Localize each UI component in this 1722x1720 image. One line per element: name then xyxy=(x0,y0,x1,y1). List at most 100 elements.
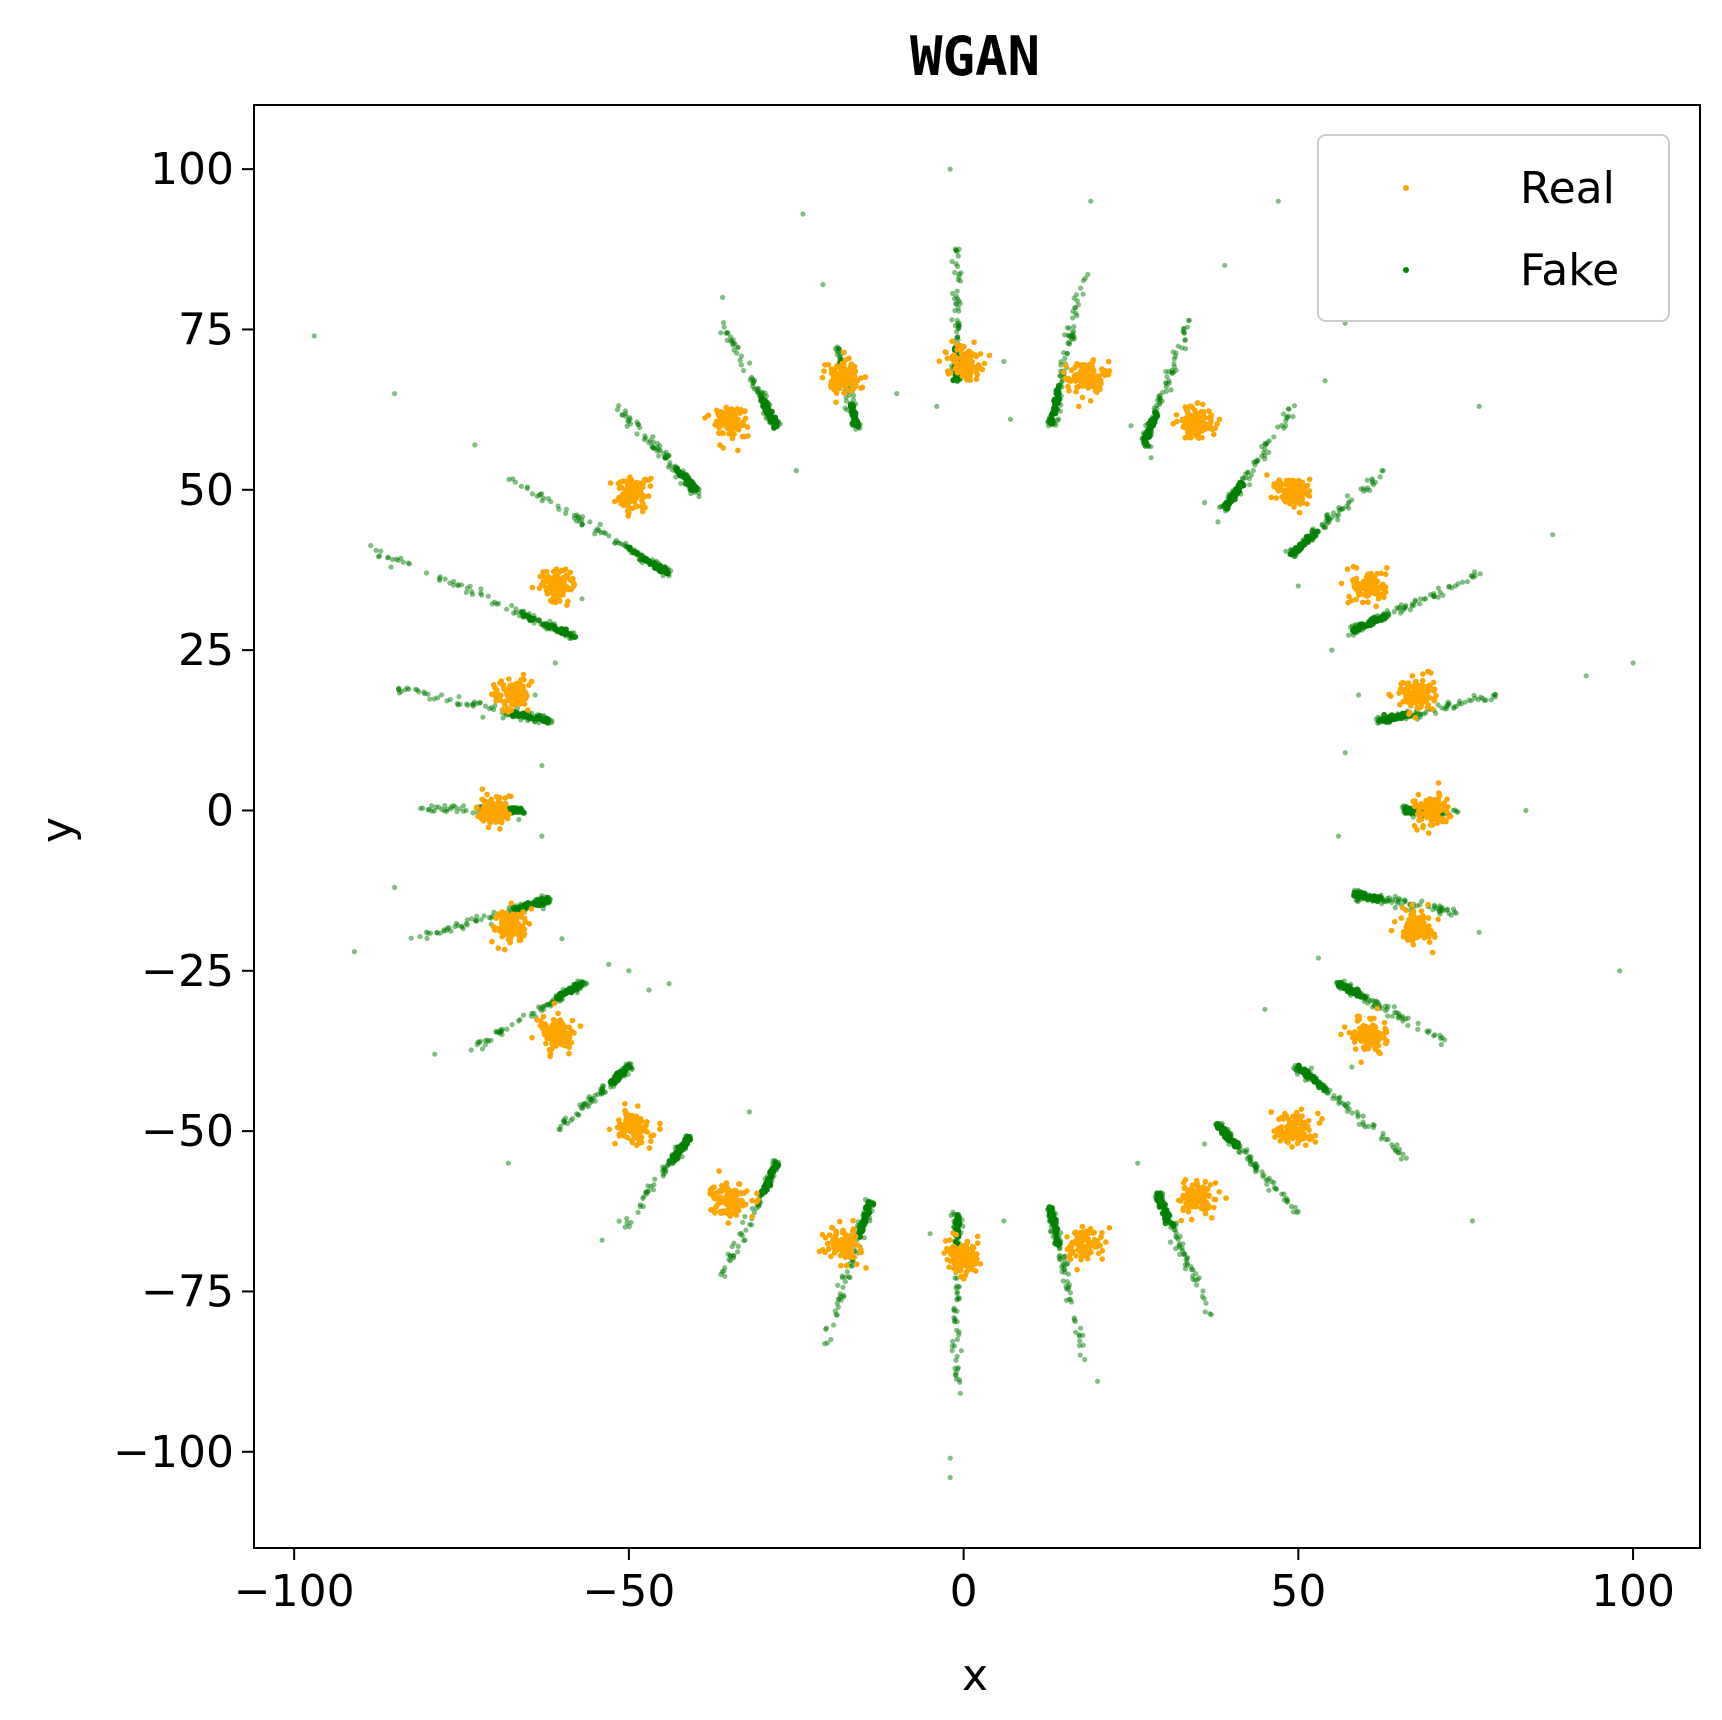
fake-point xyxy=(1266,449,1272,455)
real-point xyxy=(1412,689,1418,695)
real-point xyxy=(1297,501,1303,507)
real-point xyxy=(742,415,749,422)
fake-point xyxy=(460,803,467,809)
fake-point xyxy=(1207,1311,1213,1317)
real-point xyxy=(1062,376,1069,382)
fake-point xyxy=(1345,1100,1351,1107)
fake-point xyxy=(373,547,379,554)
real-point xyxy=(1415,791,1422,798)
fake-point xyxy=(1295,1062,1302,1069)
real-point xyxy=(1365,592,1372,599)
fake-point xyxy=(1260,1173,1266,1179)
fake-point xyxy=(1283,418,1289,424)
fake-point xyxy=(1385,898,1391,904)
fake-point xyxy=(834,348,840,354)
fake-point xyxy=(741,1237,747,1244)
fake-point xyxy=(572,633,579,640)
fake-point xyxy=(1483,697,1489,703)
fake-point xyxy=(720,320,727,326)
real-point xyxy=(640,480,647,487)
real-point xyxy=(702,415,708,421)
fake-point xyxy=(1224,499,1231,506)
fake-point xyxy=(828,1336,834,1343)
fake-point xyxy=(661,1166,668,1172)
fake-point xyxy=(1381,717,1388,724)
fake-point xyxy=(1055,416,1062,422)
fake-outlier-point xyxy=(539,763,545,769)
fake-point xyxy=(1310,532,1317,539)
fake-point xyxy=(953,261,959,267)
real-point xyxy=(1353,596,1359,603)
real-point xyxy=(842,377,849,383)
fake-point xyxy=(645,1188,651,1194)
fake-streak xyxy=(1212,1120,1301,1216)
fake-point xyxy=(424,570,430,576)
real-point xyxy=(569,586,575,592)
fake-point xyxy=(1364,477,1370,483)
fake-outlier-point xyxy=(351,949,357,955)
fake-point xyxy=(738,362,744,368)
plot-frame xyxy=(253,104,1701,1549)
fake-point xyxy=(1369,477,1376,484)
fake-point xyxy=(504,606,510,612)
fake-point xyxy=(955,253,961,259)
real-point xyxy=(1296,509,1303,516)
fake-point xyxy=(1163,388,1169,394)
fake-point xyxy=(523,713,530,720)
real-point xyxy=(1415,705,1421,712)
real-point xyxy=(953,358,960,364)
fake-outlier-point xyxy=(1329,647,1335,653)
fake-point xyxy=(759,389,765,395)
real-point xyxy=(1397,686,1404,692)
fake-point xyxy=(1184,1260,1190,1266)
fake-point xyxy=(1296,541,1303,548)
fake-point xyxy=(1285,406,1291,412)
real-point xyxy=(611,498,618,505)
fake-point xyxy=(1078,1325,1084,1331)
fake-point xyxy=(1438,1041,1444,1048)
real-point xyxy=(558,580,565,587)
fake-point xyxy=(854,418,861,425)
fake-point xyxy=(1290,414,1296,420)
fake-point xyxy=(645,1183,651,1189)
real-point xyxy=(1100,370,1106,377)
real-point xyxy=(1419,804,1426,810)
fake-point xyxy=(696,493,702,500)
fake-streak xyxy=(368,542,579,642)
fake-point xyxy=(1319,522,1325,528)
fake-point xyxy=(1053,390,1060,397)
fake-point xyxy=(479,592,485,598)
fake-point xyxy=(651,1182,657,1188)
fake-point xyxy=(650,1187,657,1193)
fake-point xyxy=(650,444,656,451)
real-point xyxy=(833,390,840,396)
real-point xyxy=(728,406,735,412)
real-point xyxy=(1174,418,1180,425)
fake-point xyxy=(633,549,640,556)
real-point xyxy=(635,490,641,496)
fake-point xyxy=(1440,592,1446,598)
fake-point xyxy=(1184,1255,1190,1261)
fake-point xyxy=(613,537,619,544)
fake-point xyxy=(1064,325,1070,331)
fake-point xyxy=(1403,1155,1409,1161)
fake-point xyxy=(557,1127,563,1133)
fake-point xyxy=(460,926,466,932)
fake-point xyxy=(634,431,640,437)
fake-point xyxy=(823,1326,829,1332)
real-point xyxy=(1068,367,1075,373)
fake-point xyxy=(1409,603,1415,609)
real-point xyxy=(1412,714,1419,721)
fake-point xyxy=(385,554,391,560)
fake-outlier-point xyxy=(1295,583,1301,589)
fake-outlier-point xyxy=(867,1218,873,1224)
fake-point xyxy=(1188,1264,1194,1270)
fake-point xyxy=(420,805,426,811)
fake-point xyxy=(1182,337,1188,343)
fake-point xyxy=(1047,1228,1054,1234)
real-point xyxy=(1216,416,1223,423)
fake-point xyxy=(1217,504,1223,510)
fake-point xyxy=(491,707,497,713)
fake-point xyxy=(1355,1114,1361,1120)
fake-point xyxy=(682,1140,689,1147)
